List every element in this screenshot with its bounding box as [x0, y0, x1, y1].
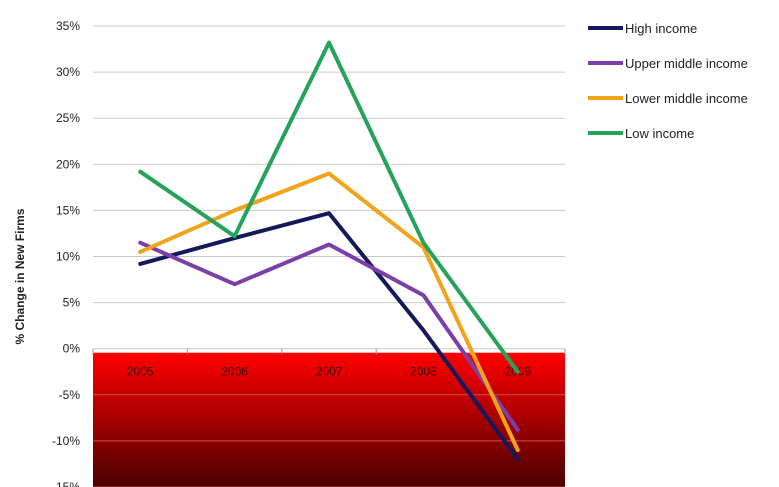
x-category-label: 2007 — [316, 365, 343, 379]
x-category-label: 2008 — [410, 365, 437, 379]
y-tick-label: 20% — [56, 157, 80, 171]
series-line — [140, 43, 518, 372]
legend: High income Upper middle income Lower midd… — [588, 21, 748, 141]
y-tick-label: 15% — [56, 203, 80, 217]
y-axis-label: % Change in New Firms — [13, 208, 27, 344]
y-tick-label: -15% — [52, 480, 80, 487]
legend-label: Upper middle income — [625, 56, 748, 71]
x-category-label: 2006 — [221, 365, 248, 379]
y-axis-ticks: 35% 30% 25% 20% 15% 10% 5% 0% -5% -10% -15% — [52, 19, 80, 487]
y-tick-label: 10% — [56, 250, 80, 264]
y-tick-label: 35% — [56, 19, 80, 33]
x-category-label: 2005 — [127, 365, 154, 379]
y-tick-label: 5% — [63, 296, 81, 310]
y-tick-label: 30% — [56, 65, 80, 79]
y-tick-label: 25% — [56, 111, 80, 125]
y-tick-label: -5% — [59, 388, 81, 402]
y-tick-label: 0% — [63, 342, 81, 356]
legend-label: Low income — [625, 126, 694, 141]
legend-label: High income — [625, 21, 697, 36]
legend-label: Lower middle income — [625, 91, 748, 106]
y-tick-label: -10% — [52, 434, 80, 448]
